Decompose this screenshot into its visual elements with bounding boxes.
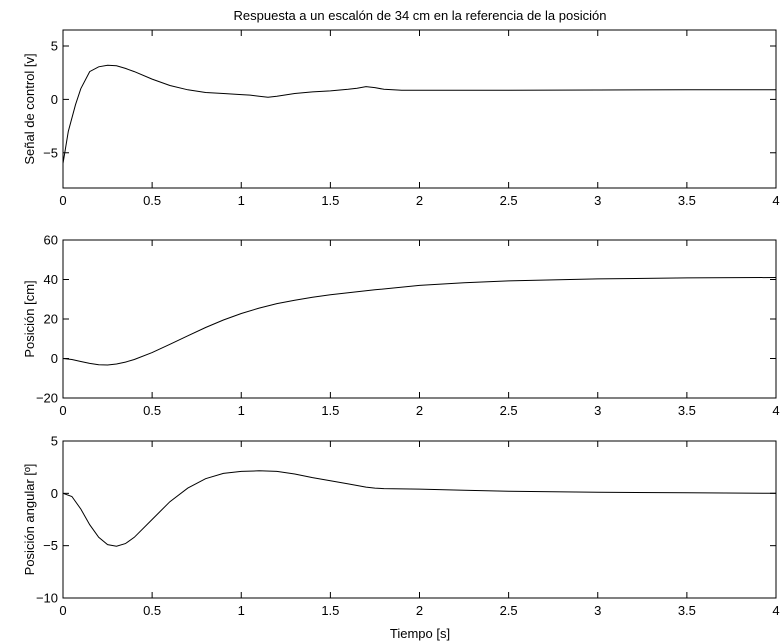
y-tick-label-position: 20 [44,312,58,327]
series-line-position [62,277,777,366]
y-tick-label-control: 5 [51,39,58,54]
x-tick-label-control: 2 [416,193,423,208]
x-tick-label-control: 3 [594,193,601,208]
x-tick-label-position: 0 [59,403,66,418]
y-tick-label-control: 0 [51,92,58,107]
x-tick-label-angle: 1 [238,603,245,618]
subplots: 0 0.5 1 1.5 2 2.5 3 3.5 4 −5 0 5 Señal de control [v… [22,29,780,619]
y-axis-title-position: Posición [cm] [22,280,37,357]
plot-area-position [62,239,777,399]
x-tick-label-control: 1 [238,193,245,208]
y-tick-label-angle: −5 [43,538,58,553]
x-axis-title: Tiempo [s] [390,626,450,641]
chart-title: Respuesta a un escalón de 34 cm en la re… [234,8,607,23]
x-tick-label-position: 2 [416,403,423,418]
x-tick-label-control: 4 [772,193,779,208]
y-axis-title-angle: Posición angular [º] [22,464,37,576]
series-line-control [62,64,776,164]
y-tick-label-angle: 0 [51,486,58,501]
x-tick-label-control: 1.5 [321,193,339,208]
x-tick-label-position: 1 [238,403,245,418]
subplot-control: 0 0.5 1 1.5 2 2.5 3 3.5 4 −5 0 5 Señal de control [v… [22,29,780,208]
x-tick-label-position: 2.5 [500,403,518,418]
x-tick-label-angle: 0.5 [143,603,161,618]
y-tick-label-control: −5 [43,145,58,160]
x-tick-label-control: 0.5 [143,193,161,208]
y-tick-label-position: 40 [44,272,58,287]
x-tick-label-control: 3.5 [678,193,696,208]
x-tick-label-angle: 1.5 [321,603,339,618]
x-tick-label-angle: 3.5 [678,603,696,618]
x-tick-label-position: 3 [594,403,601,418]
x-tick-label-position: 0.5 [143,403,161,418]
y-tick-label-angle: −10 [36,591,58,606]
y-axis-title-control: Señal de control [v] [22,53,37,164]
y-tick-label-position: 60 [44,233,58,248]
x-tick-label-angle: 4 [772,603,779,618]
x-tick-label-angle: 2 [416,603,423,618]
x-tick-label-position: 3.5 [678,403,696,418]
x-tick-label-angle: 2.5 [500,603,518,618]
x-tick-label-control: 2.5 [500,193,518,208]
y-tick-label-position: −20 [36,391,58,406]
y-tick-label-position: 0 [51,351,58,366]
plot-area-control [62,29,777,189]
x-tick-label-angle: 3 [594,603,601,618]
x-tick-label-position: 1.5 [321,403,339,418]
x-tick-label-angle: 0 [59,603,66,618]
plot-area-angle [62,440,777,599]
subplot-angle: 0 0.5 1 1.5 2 2.5 3 3.5 4 −10 −5 0 5 Posición angular… [22,434,780,619]
y-tick-label-angle: 5 [51,434,58,449]
x-tick-label-position: 4 [772,403,779,418]
series-line-angle [62,470,777,547]
x-tick-label-control: 0 [59,193,66,208]
